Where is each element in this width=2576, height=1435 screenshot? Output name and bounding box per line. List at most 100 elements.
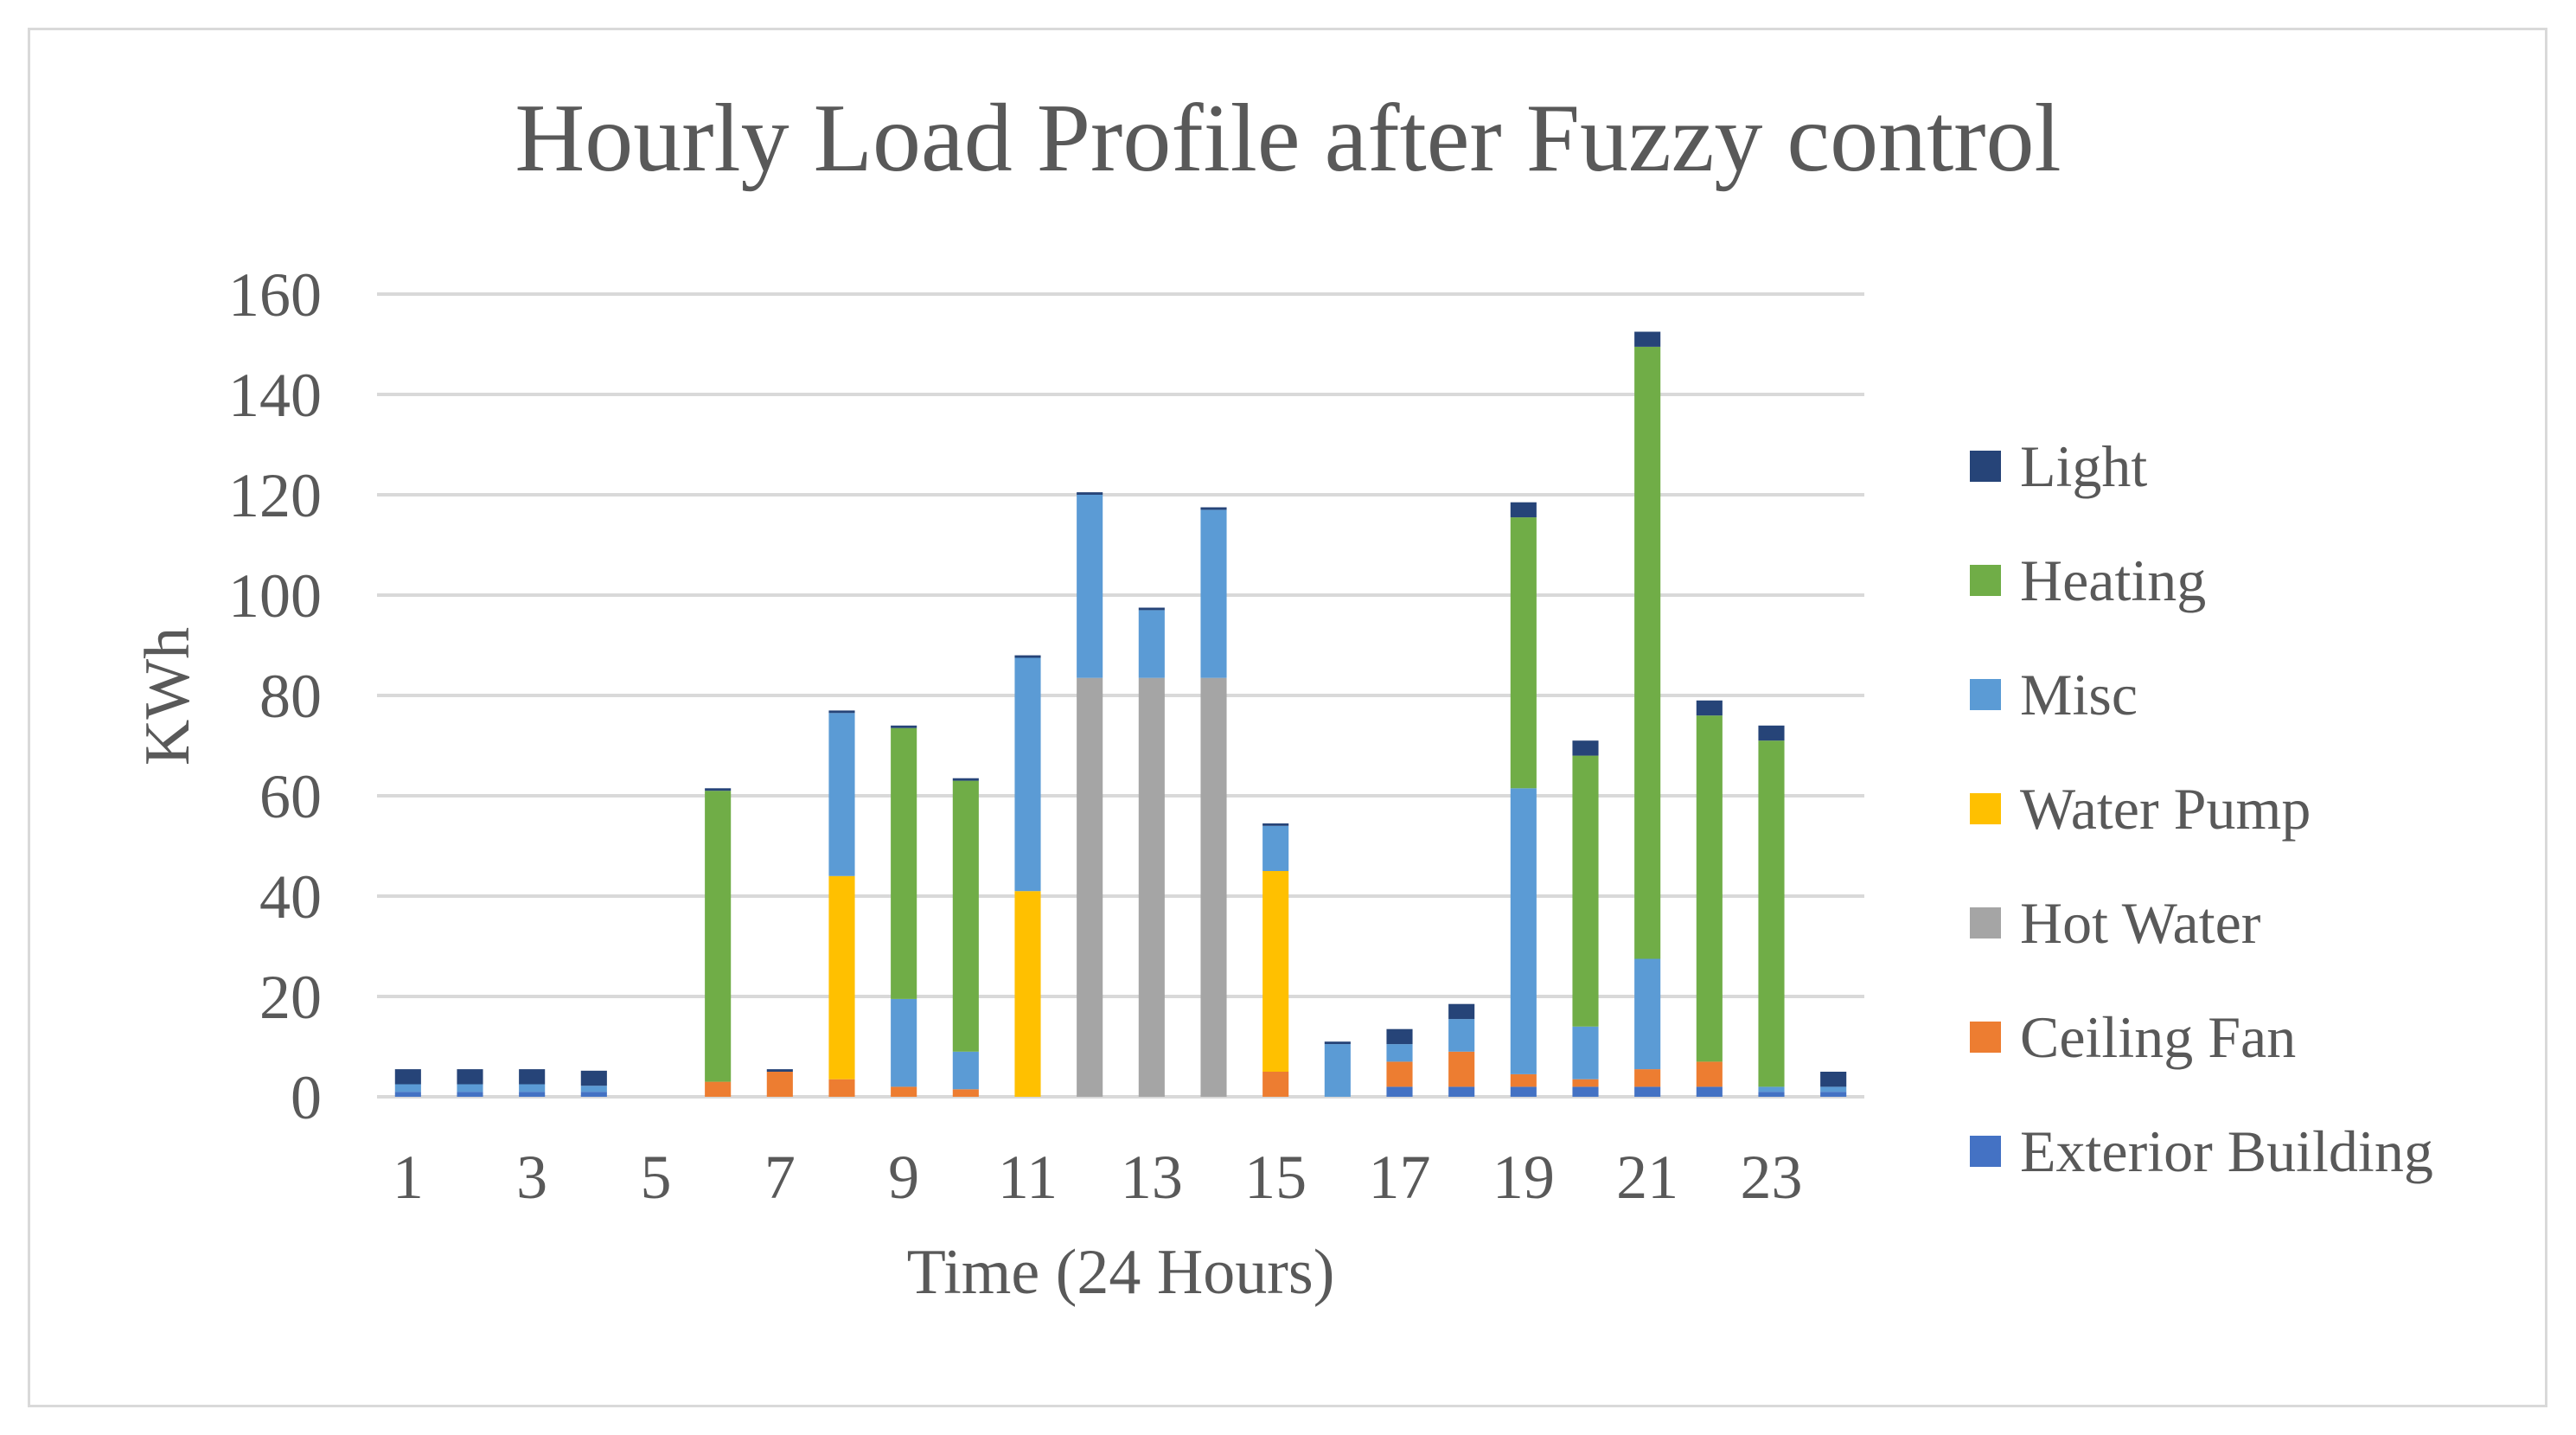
legend-label: Ceiling Fan (2020, 1003, 2297, 1070)
y-tick-label: 140 (228, 361, 322, 430)
bar-segment-light (1386, 1028, 1413, 1045)
bar-segment-light (705, 788, 732, 791)
gridlines (377, 292, 1864, 1099)
bar-segment-ceiling-fan (1634, 1069, 1661, 1087)
legend-label: Hot Water (2020, 889, 2261, 956)
bar-segment-hot-water (1138, 677, 1165, 1097)
bar-segment-hot-water (1077, 677, 1103, 1097)
bar-segment-hot-water (1200, 677, 1227, 1097)
bar-segment-light (1634, 331, 1661, 347)
legend-item: Ceiling Fan (1970, 998, 2523, 1076)
bar-segment-heating (952, 780, 979, 1052)
chart-title: Hourly Load Profile after Fuzzy control (515, 85, 2061, 192)
bar-segment-misc (1138, 610, 1165, 678)
bar-segment-ceiling-fan (1386, 1061, 1413, 1087)
legend-label: Exterior Building (2020, 1118, 2433, 1184)
y-tick-label: 20 (259, 963, 322, 1032)
bar-segment-light (1324, 1041, 1351, 1045)
legend-label: Heating (2020, 547, 2207, 613)
bar-segment-light (828, 710, 855, 714)
bar-segment-heating (891, 727, 917, 999)
bar-segment-ceiling-fan (766, 1072, 793, 1097)
bar-segment-water-pump (1262, 871, 1289, 1072)
bar-segment-light (1758, 725, 1785, 741)
legend-label: Misc (2020, 661, 2138, 727)
bar-segment-misc (1077, 495, 1103, 678)
bar-segment-ceiling-fan (828, 1079, 855, 1097)
bar-segment-light (1014, 655, 1041, 658)
bar-segment-ceiling-fan (1262, 1072, 1289, 1097)
y-tick-label: 60 (259, 762, 322, 831)
bar-segment-exterior-building (394, 1092, 421, 1097)
bar-segment-exterior-building (1820, 1092, 1847, 1097)
bar-segment-misc (1014, 657, 1041, 892)
bar-segment-light (1138, 607, 1165, 611)
bar-segment-light (1200, 507, 1227, 510)
bar-segment-misc (1758, 1086, 1785, 1092)
x-tick-label: 23 (1741, 1143, 1803, 1212)
x-tick-label: 19 (1493, 1143, 1555, 1212)
x-tick-label: 11 (998, 1143, 1058, 1212)
bar-segment-misc (1634, 958, 1661, 1070)
legend-swatch (1970, 451, 2001, 482)
bar-segment-heating (1696, 715, 1723, 1062)
y-axis-title: KWh (132, 627, 203, 766)
bar-segment-light (394, 1069, 421, 1085)
legend-swatch (1970, 679, 2001, 710)
bar-segment-heating (1634, 346, 1661, 959)
bar-segment-misc (1820, 1086, 1847, 1092)
bar-segment-light (580, 1070, 607, 1086)
legend-swatch (1970, 1136, 2001, 1167)
bar-segment-light (457, 1069, 483, 1085)
bar-segment-ceiling-fan (1696, 1061, 1723, 1087)
legend-item: Heating (1970, 541, 2523, 619)
bar-segment-misc (1200, 509, 1227, 678)
legend-item: Misc (1970, 656, 2523, 734)
bar-segment-ceiling-fan (1572, 1079, 1599, 1087)
legend-swatch (1970, 565, 2001, 596)
bar-segment-exterior-building (457, 1092, 483, 1097)
bar-segment-exterior-building (1634, 1086, 1661, 1097)
bar-segment-misc (891, 998, 917, 1087)
bar-segment-misc (580, 1086, 607, 1092)
bar-segment-misc (828, 713, 855, 876)
bar-segment-light (1262, 823, 1289, 826)
bar-segment-heating (1758, 740, 1785, 1087)
bar-segment-exterior-building (1386, 1086, 1413, 1097)
y-tick-label: 0 (291, 1063, 322, 1132)
bar-segment-exterior-building (1510, 1086, 1537, 1097)
bar-segment-misc (457, 1084, 483, 1092)
bar-segment-light (766, 1069, 793, 1072)
bar-segment-misc (1386, 1044, 1413, 1062)
bar-segment-light (1820, 1072, 1847, 1087)
y-tick-label: 80 (259, 662, 322, 731)
bar-segment-misc (1572, 1026, 1599, 1079)
bar-segment-misc (1448, 1019, 1475, 1052)
bar-segment-light (891, 725, 917, 728)
bar-segment-heating (1572, 755, 1599, 1027)
bar-segment-exterior-building (1572, 1086, 1599, 1097)
bar-segment-light (1510, 502, 1537, 518)
bar-segment-water-pump (828, 875, 855, 1079)
x-tick-label: 9 (888, 1143, 919, 1212)
x-tick-label: 1 (393, 1143, 424, 1212)
bar-segment-exterior-building (1696, 1086, 1723, 1097)
bar-segment-exterior-building (1758, 1092, 1785, 1097)
bar-segment-exterior-building (1448, 1086, 1475, 1097)
x-tick-label: 7 (764, 1143, 796, 1212)
bars (394, 331, 1847, 1097)
bar-segment-exterior-building (519, 1092, 546, 1097)
bar-segment-misc (1262, 825, 1289, 871)
bar-segment-misc (519, 1084, 546, 1092)
bar-segment-water-pump (1014, 891, 1041, 1097)
y-tick-label: 40 (259, 862, 322, 932)
legend-item: Exterior Building (1970, 1112, 2523, 1190)
legend-item: Hot Water (1970, 884, 2523, 962)
x-tick-label: 3 (516, 1143, 547, 1212)
bar-segment-misc (1510, 788, 1537, 1074)
x-tick-label: 17 (1369, 1143, 1431, 1212)
x-tick-label: 5 (641, 1143, 672, 1212)
x-tick-label: 13 (1121, 1143, 1183, 1212)
bar-segment-light (952, 778, 979, 781)
